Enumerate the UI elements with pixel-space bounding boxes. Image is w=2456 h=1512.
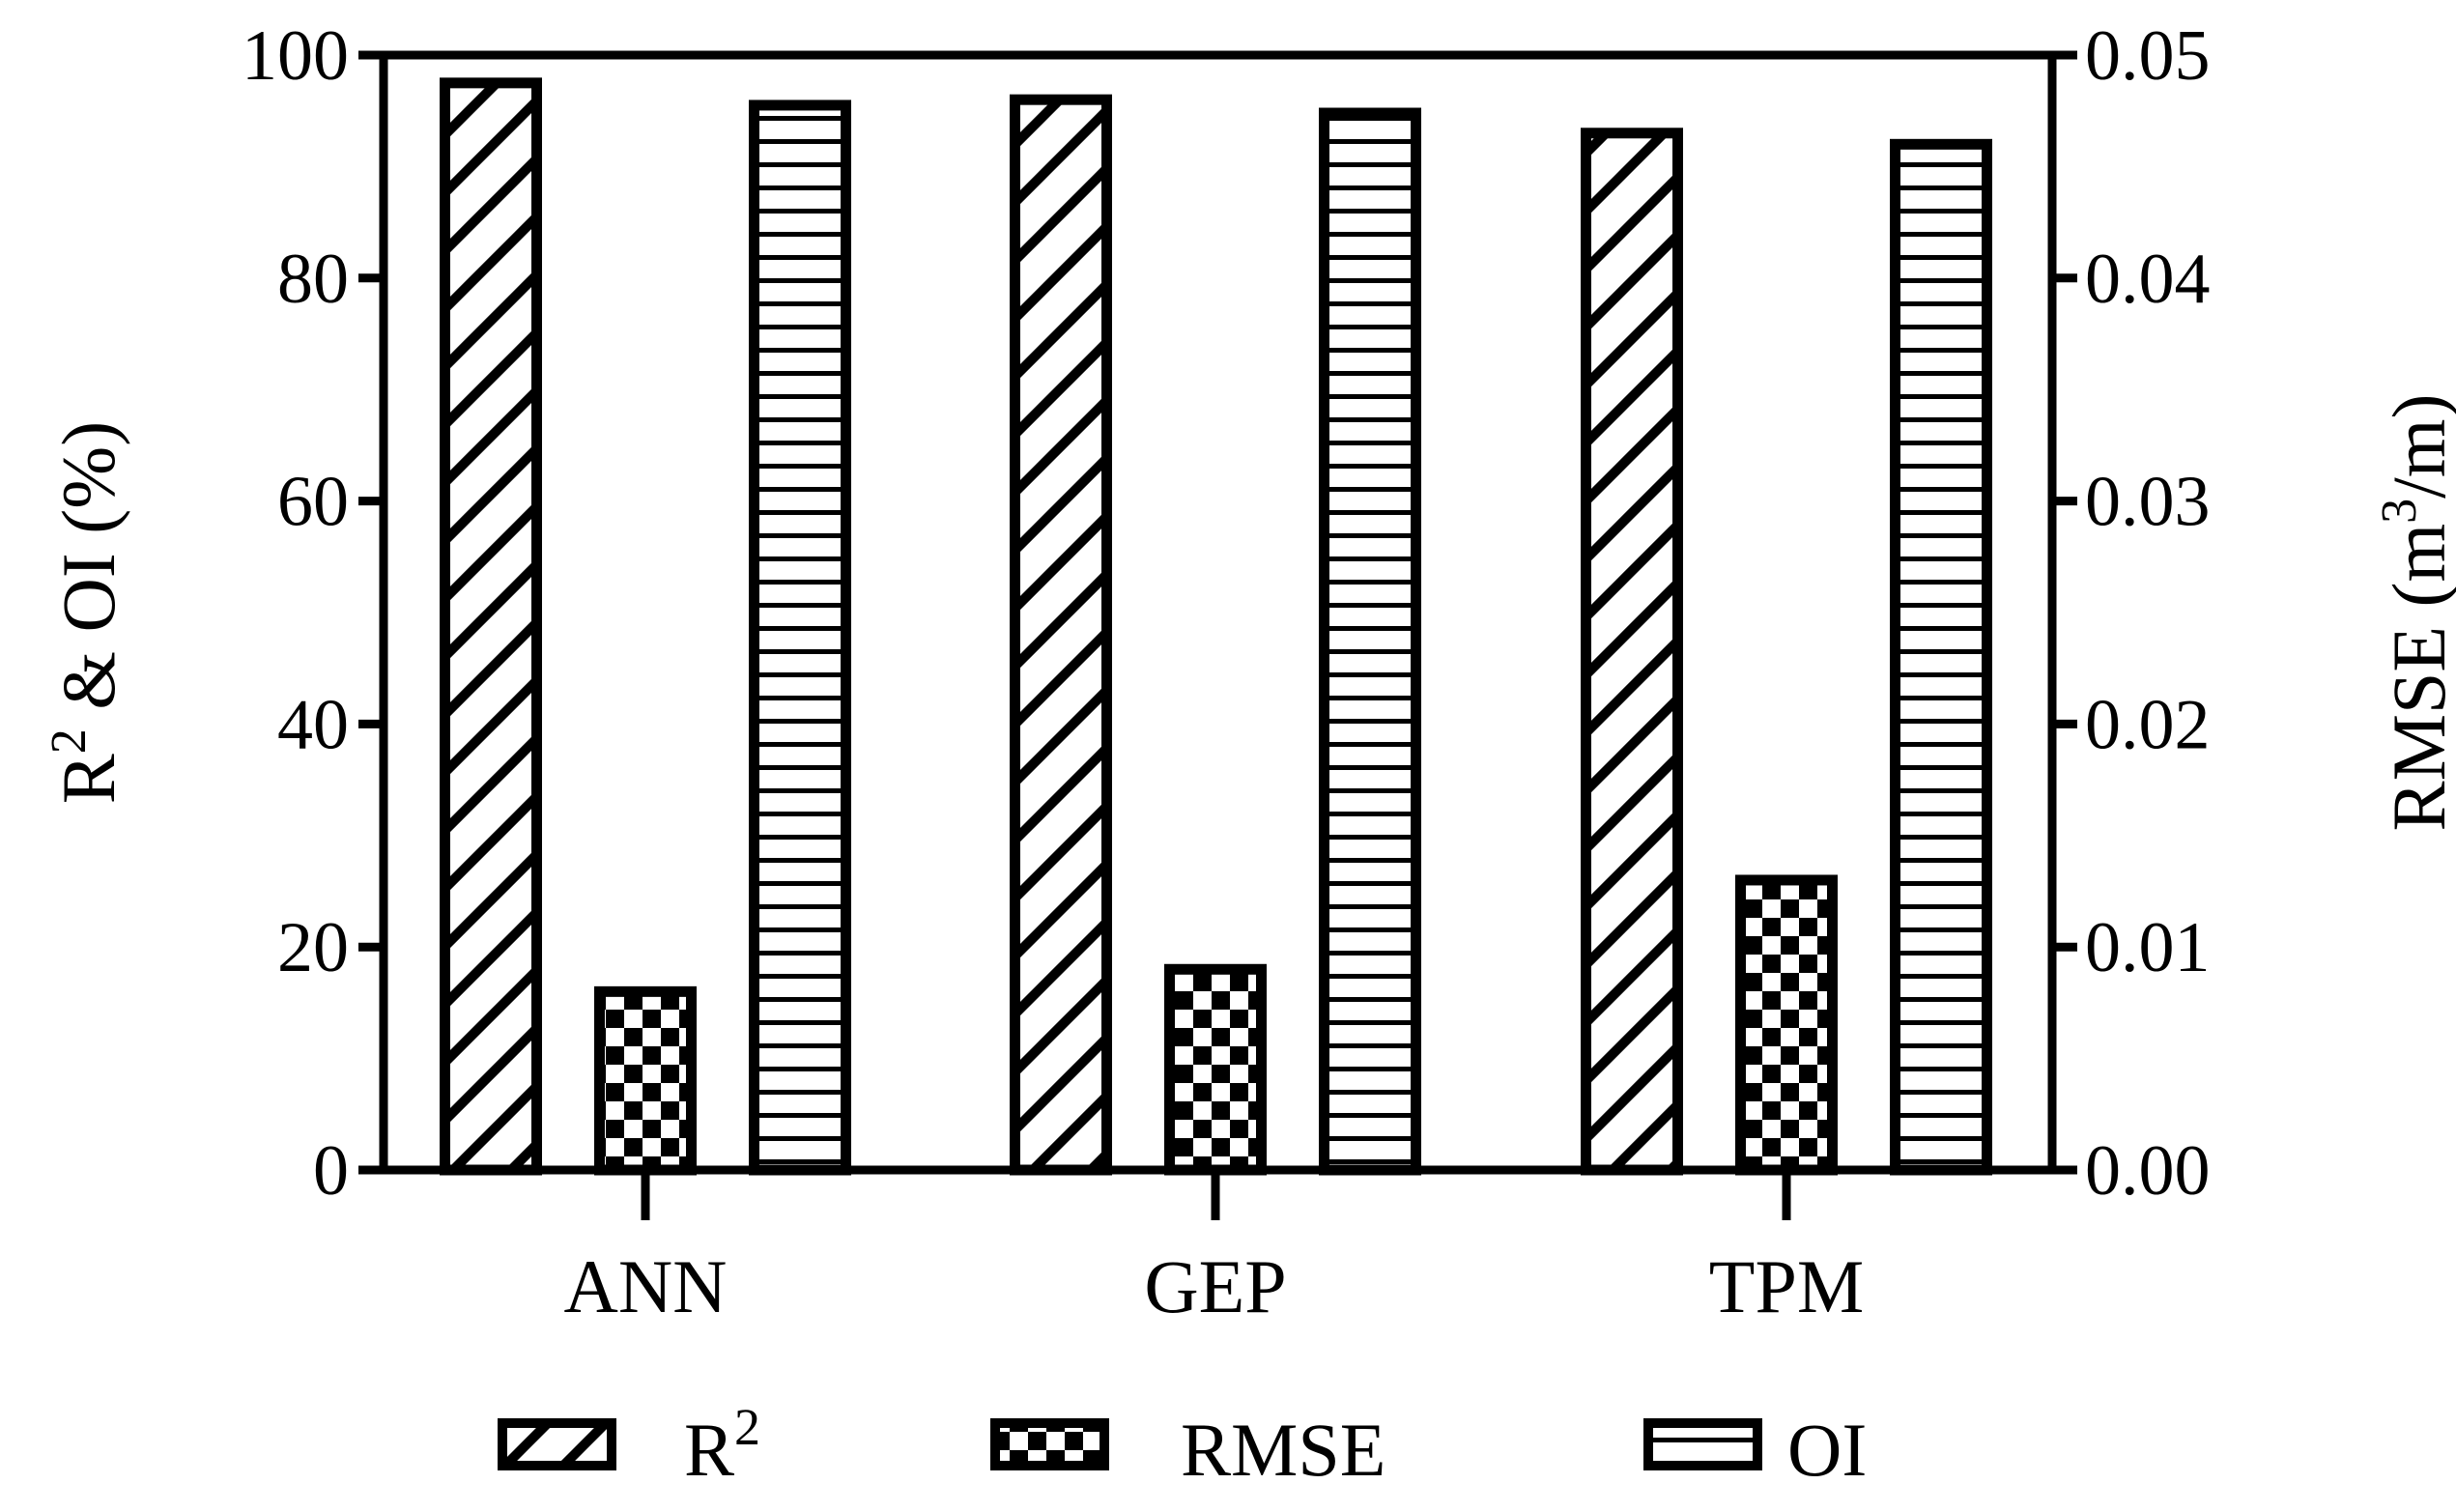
- right-tick-label: 0.04: [2085, 240, 2211, 319]
- right-axis-title: RMSE (m3/m): [2372, 394, 2456, 832]
- bar-oi-gep: [1319, 107, 1421, 1176]
- bar-rmse-gep: [1164, 963, 1267, 1176]
- bar-r2-ann: [440, 77, 542, 1176]
- legend-label-r2: R2: [684, 1398, 760, 1492]
- right-tick-label: 0.02: [2085, 685, 2211, 764]
- right-tick-label: 0.00: [2085, 1131, 2211, 1211]
- right-tick-label: 0.03: [2085, 463, 2211, 542]
- left-tick-label: 80: [277, 240, 349, 319]
- left-tick-label: 0: [313, 1131, 349, 1211]
- left-tick-label: 40: [277, 685, 349, 764]
- legend-label-oi: OI: [1787, 1408, 1867, 1492]
- bars-layer: [440, 77, 1992, 1176]
- bar-r2-gep: [1010, 94, 1112, 1176]
- x-tick-label-ann: ANN: [564, 1244, 728, 1328]
- legend-swatch-oi: [1643, 1418, 1762, 1470]
- bar-r2-tpm: [1581, 128, 1683, 1176]
- left-axis-title: R2 & OI (%): [42, 421, 130, 804]
- right-tick-label: 0.01: [2085, 908, 2211, 987]
- legend-label-rmse: RMSE: [1181, 1408, 1385, 1492]
- legend-swatch-rmse: [990, 1418, 1109, 1470]
- x-tick-label-tpm: TPM: [1709, 1244, 1864, 1328]
- bar-rmse-ann: [594, 985, 697, 1176]
- axes-layer: [358, 50, 2077, 1220]
- left-tick-label: 60: [277, 463, 349, 542]
- bar-oi-tpm: [1890, 138, 1992, 1176]
- legend: R2 RMSE OI: [498, 1398, 1867, 1492]
- left-tick-label: 100: [242, 16, 349, 96]
- left-tick-label: 20: [277, 908, 349, 987]
- right-tick-label: 0.05: [2085, 16, 2211, 96]
- legend-swatch-r2: [498, 1418, 616, 1470]
- bar-rmse-tpm: [1735, 874, 1838, 1176]
- labels-layer: 0 20 40 60 80 100 0.00 0.01 0.02 0.03 0.04 0.05 ANN G…: [42, 16, 2456, 1328]
- x-tick-label-gep: GEP: [1144, 1244, 1286, 1328]
- bar-oi-ann: [749, 100, 851, 1176]
